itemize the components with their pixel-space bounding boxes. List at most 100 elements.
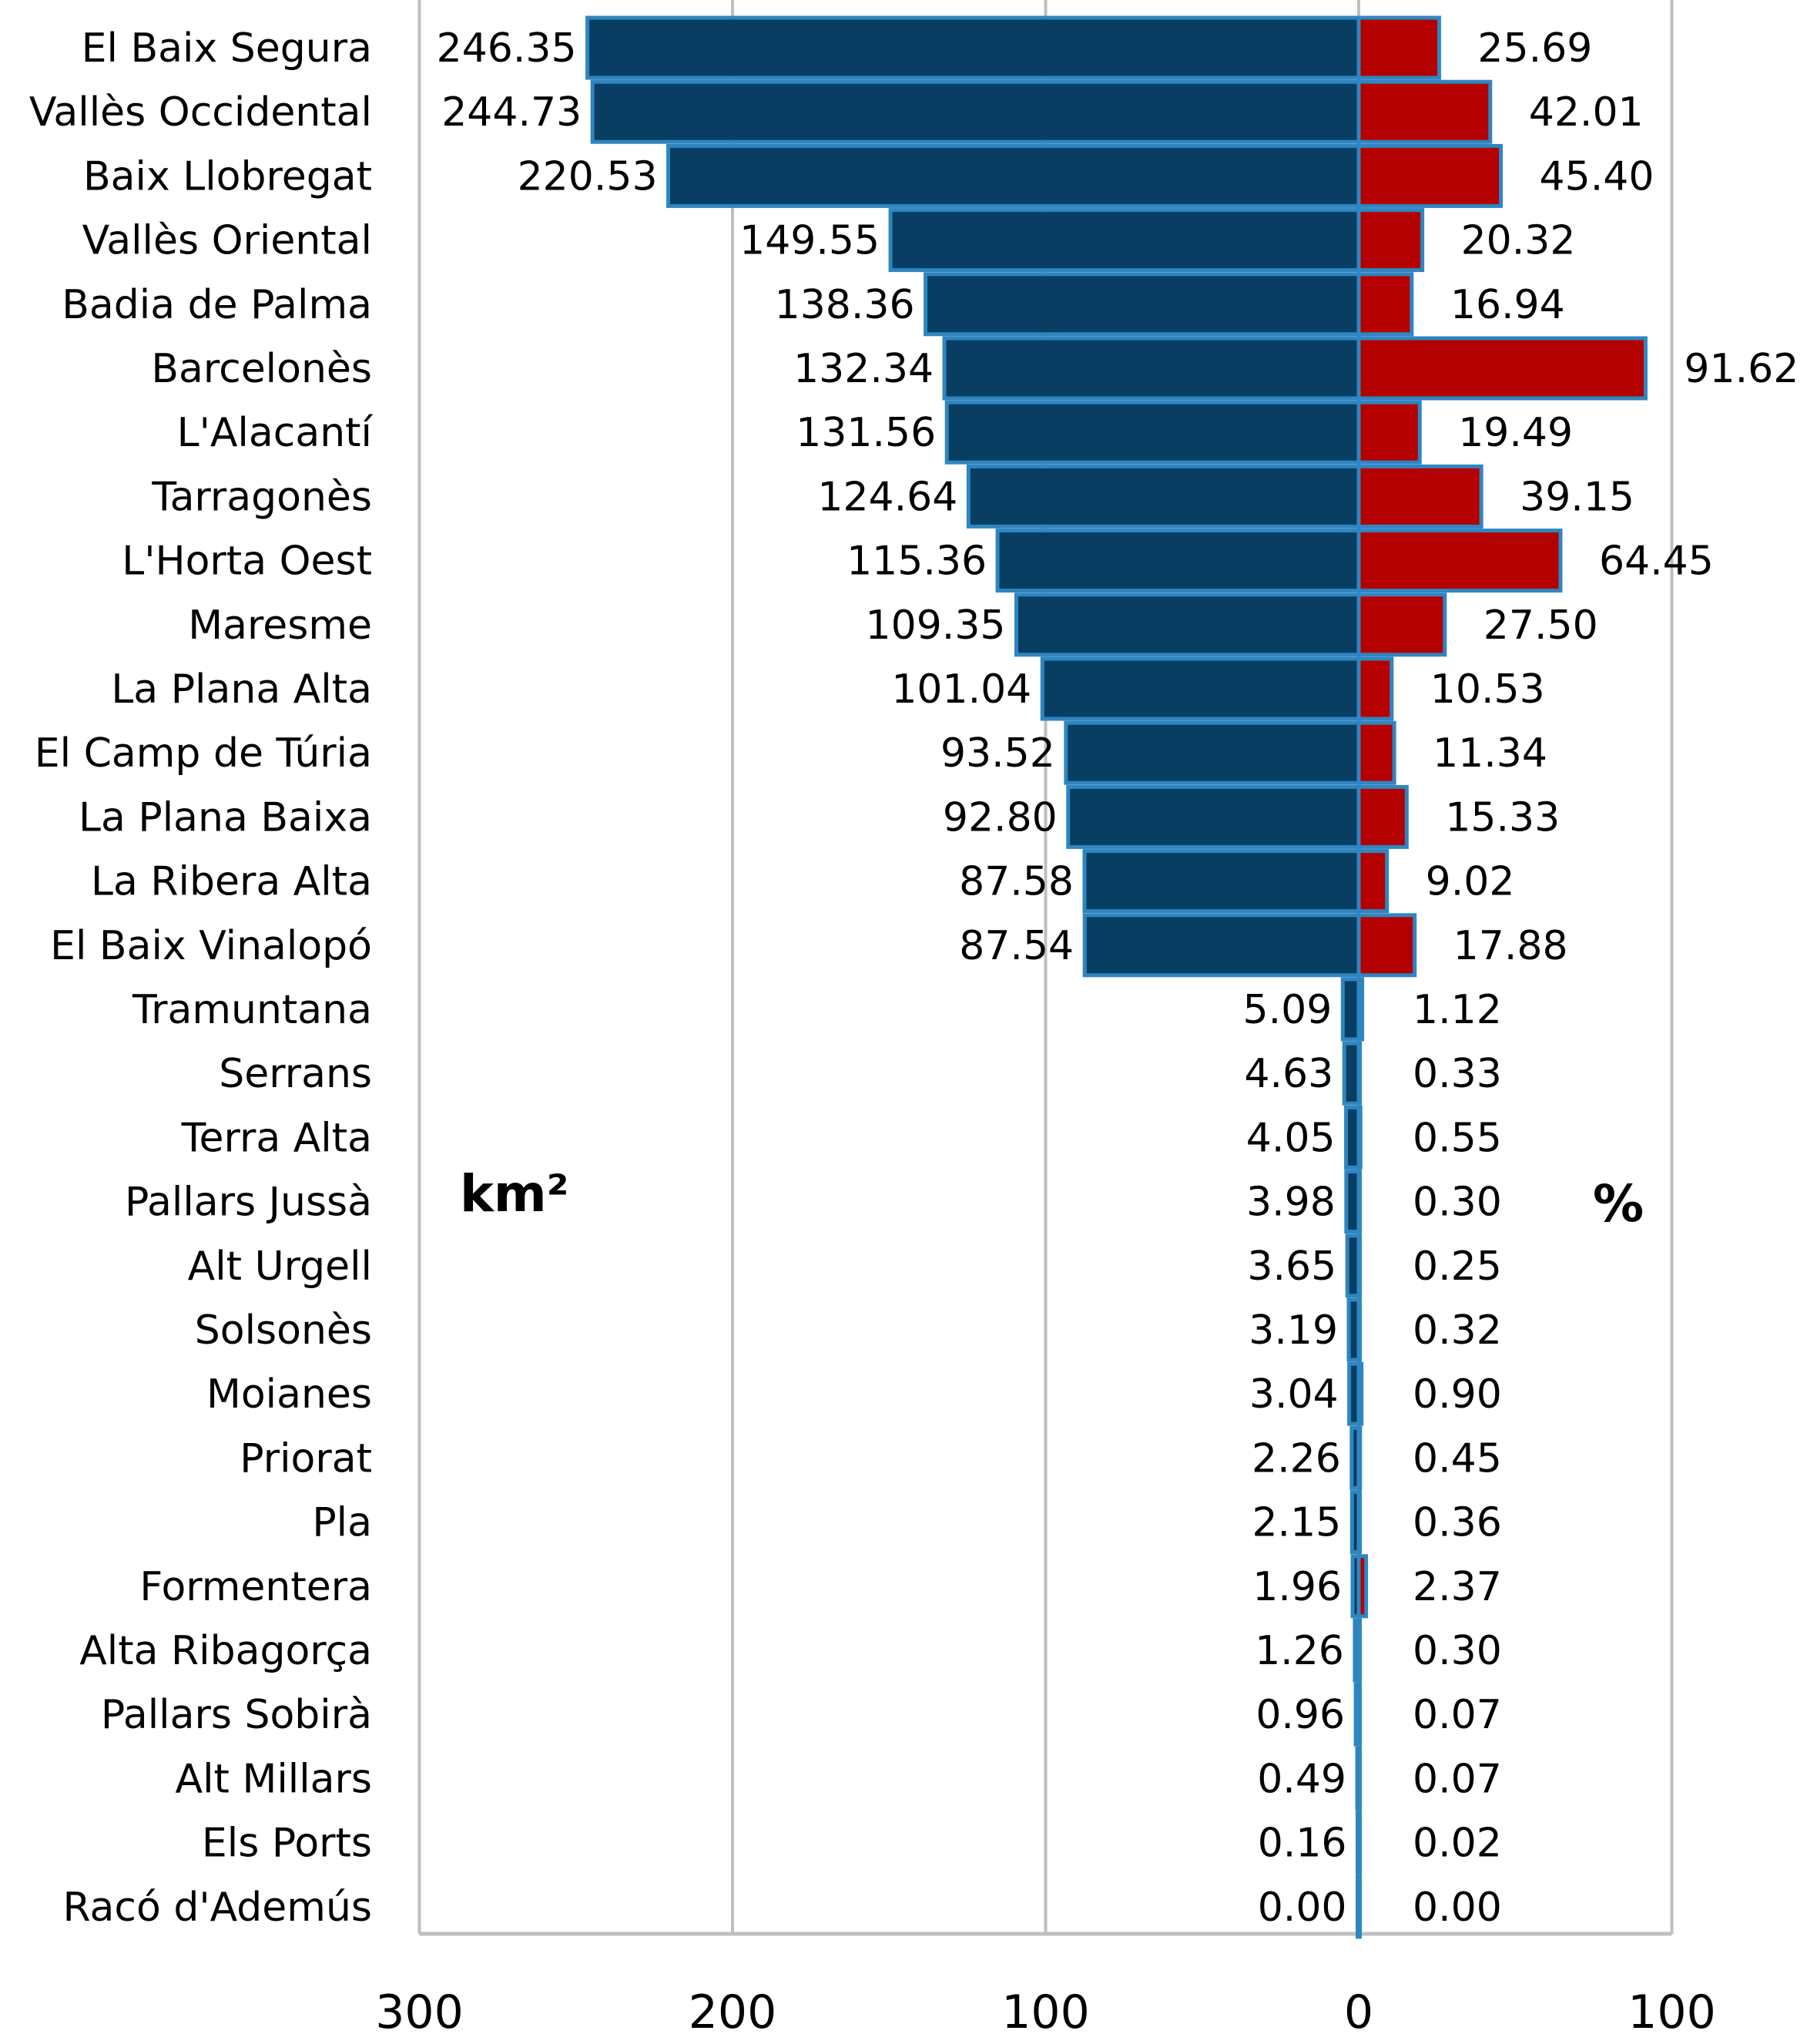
value-label-km2-solsones: 3.19 [1249, 1307, 1338, 1354]
bar-km2-badia-de-palma [924, 272, 1361, 337]
bar-km2-valles-occidental [590, 79, 1361, 144]
category-label-valles-occidental: Vallès Occidental [29, 89, 372, 136]
value-label-km2-alt-urgell: 3.65 [1247, 1244, 1336, 1290]
category-label-pallars-sobira: Pallars Sobirà [101, 1692, 372, 1738]
value-label-km2-alt-millars: 0.49 [1257, 1756, 1346, 1802]
category-label-valles-oriental: Vallès Oriental [82, 218, 372, 264]
bar-percent-la-plana-alta [1356, 656, 1394, 721]
value-label-km2-el-baix-segura: 246.35 [437, 25, 577, 72]
value-label-percent-alt-millars: 0.07 [1413, 1756, 1502, 1802]
bar-percent-formentera [1356, 1554, 1369, 1619]
value-label-percent-la-plana-baixa: 15.33 [1445, 794, 1560, 841]
bar-percent-alta-ribagorca [1356, 1618, 1362, 1683]
x-tick-label-left-0: 0 [1344, 1985, 1373, 2039]
value-label-km2-la-ribera-alta: 87.58 [959, 859, 1074, 905]
category-label-pla: Pla [312, 1500, 372, 1546]
value-label-km2-els-ports: 0.16 [1258, 1821, 1347, 1867]
value-label-percent-valles-occidental: 42.01 [1529, 89, 1644, 136]
bar-km2-la-plana-alta [1040, 656, 1361, 721]
category-label-priorat: Priorat [240, 1435, 372, 1482]
value-label-percent-la-plana-alta: 10.53 [1430, 666, 1545, 713]
category-label-maresme: Maresme [188, 602, 372, 649]
bar-percent-badia-de-palma [1356, 272, 1414, 337]
bar-km2-serrans [1342, 1041, 1361, 1106]
value-label-km2-la-plana-alta: 101.04 [891, 666, 1031, 713]
value-label-percent-el-baix-segura: 25.69 [1477, 25, 1592, 72]
value-label-km2-valles-oriental: 149.55 [739, 218, 880, 264]
category-label-pallars-jussa: Pallars Jussà [125, 1180, 372, 1226]
category-label-el-baix-vinalopo: El Baix Vinalopó [50, 923, 372, 969]
category-label-la-plana-baixa: La Plana Baixa [79, 794, 372, 841]
x-tick-label-left-100: 100 [1001, 1985, 1090, 2039]
bar-percent-el-camp-de-turia [1356, 720, 1396, 785]
value-label-percent-l-alacanti: 19.49 [1458, 410, 1573, 456]
bar-km2-barcelones [942, 336, 1361, 401]
value-label-percent-pallars-jussa: 0.30 [1413, 1180, 1502, 1226]
value-label-percent-alt-urgell: 0.25 [1413, 1244, 1502, 1290]
x-tick-label-left-200: 200 [689, 1985, 777, 2039]
category-label-formentera: Formentera [139, 1564, 372, 1610]
value-label-percent-maresme: 27.50 [1483, 602, 1598, 649]
bar-percent-priorat [1356, 1425, 1363, 1490]
value-label-percent-el-baix-vinalopo: 17.88 [1453, 923, 1568, 969]
bar-percent-valles-occidental [1356, 79, 1493, 144]
unit-label-percent: % [1593, 1174, 1644, 1233]
value-label-percent-priorat: 0.45 [1413, 1435, 1502, 1482]
x-tick-label-left-300: 300 [375, 1985, 464, 2039]
bar-percent-tramuntana [1356, 977, 1365, 1042]
bar-percent-baix-llobregat [1356, 143, 1504, 208]
bar-percent-pallars-sobira [1356, 1682, 1362, 1747]
value-label-percent-el-camp-de-turia: 11.34 [1433, 730, 1547, 777]
bar-percent-pla [1356, 1490, 1362, 1555]
category-label-la-plana-alta: La Plana Alta [111, 666, 372, 713]
value-label-km2-badia-de-palma: 138.36 [775, 282, 915, 328]
value-label-km2-el-baix-vinalopo: 87.54 [959, 923, 1074, 969]
category-label-els-ports: Els Ports [202, 1821, 372, 1867]
bar-percent-l-horta-oest [1356, 529, 1563, 593]
bar-km2-baix-llobregat [666, 143, 1361, 208]
category-label-terra-alta: Terra Alta [181, 1115, 372, 1161]
value-label-percent-l-horta-oest: 64.45 [1599, 539, 1714, 585]
category-label-serrans: Serrans [219, 1051, 372, 1097]
value-label-km2-pla: 2.15 [1252, 1500, 1341, 1546]
value-label-percent-pallars-sobira: 0.07 [1413, 1692, 1502, 1738]
value-label-km2-barcelones: 132.34 [793, 346, 934, 392]
value-label-km2-la-plana-baixa: 92.80 [943, 794, 1058, 841]
bar-percent-el-baix-vinalopo [1356, 913, 1417, 978]
value-label-km2-pallars-sobira: 0.96 [1256, 1692, 1345, 1738]
category-label-solsones: Solsonès [195, 1307, 372, 1354]
value-label-km2-tramuntana: 5.09 [1243, 987, 1333, 1033]
bar-percent-la-ribera-alta [1356, 849, 1390, 914]
bar-percent-l-alacanti [1356, 400, 1422, 465]
category-label-raco-d-ademus: Racó d'Ademús [63, 1885, 372, 1931]
value-label-km2-alta-ribagorca: 1.26 [1255, 1628, 1344, 1674]
category-label-alta-ribagorca: Alta Ribagorça [79, 1628, 372, 1674]
value-label-percent-formentera: 2.37 [1413, 1564, 1502, 1610]
bar-percent-valles-oriental [1356, 208, 1425, 273]
category-label-alt-millars: Alt Millars [176, 1756, 372, 1802]
value-label-percent-baix-llobregat: 45.40 [1540, 153, 1654, 200]
bar-percent-moianes [1356, 1361, 1364, 1426]
value-label-km2-pallars-jussa: 3.98 [1246, 1180, 1336, 1226]
bar-km2-el-baix-segura [585, 15, 1361, 80]
category-label-l-horta-oest: L'Horta Oest [122, 539, 372, 585]
bar-km2-tarragones [966, 464, 1361, 529]
unit-label-km2: km² [460, 1164, 569, 1223]
value-label-km2-formentera: 1.96 [1252, 1564, 1342, 1610]
bar-km2-el-baix-vinalopo [1082, 913, 1361, 978]
category-label-la-ribera-alta: La Ribera Alta [91, 859, 372, 905]
value-label-km2-valles-occidental: 244.73 [441, 89, 582, 136]
bar-percent-barcelones [1356, 336, 1648, 401]
value-label-percent-raco-d-ademus: 0.00 [1413, 1885, 1502, 1931]
value-label-percent-tarragones: 39.15 [1520, 474, 1634, 520]
category-label-badia-de-palma: Badia de Palma [62, 282, 372, 328]
category-label-tramuntana: Tramuntana [132, 987, 372, 1033]
category-label-el-baix-segura: El Baix Segura [82, 25, 372, 72]
category-label-moianes: Moianes [206, 1371, 372, 1418]
bar-km2-l-horta-oest [995, 529, 1361, 593]
value-label-km2-terra-alta: 4.05 [1246, 1115, 1336, 1161]
bar-percent-maresme [1356, 592, 1447, 657]
value-label-percent-valles-oriental: 20.32 [1461, 218, 1576, 264]
bar-percent-pallars-jussa [1356, 1170, 1362, 1234]
